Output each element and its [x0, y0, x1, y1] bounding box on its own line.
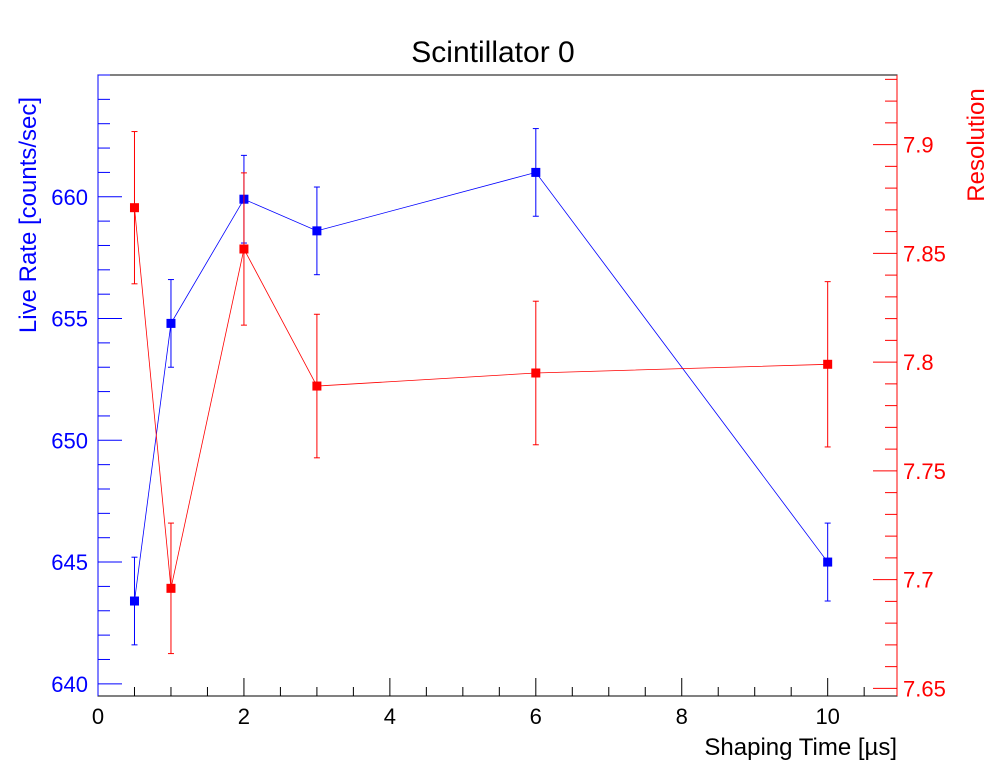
- data-point-left: [531, 167, 541, 177]
- series-line-right: [134, 207, 828, 589]
- data-point-left: [129, 596, 139, 606]
- y-left-axis-label: Live Rate [counts/sec]: [15, 97, 42, 333]
- plot-frame: [97, 74, 898, 697]
- y-left-tick-label: 640: [51, 672, 88, 697]
- y-right-tick-label: 7.85: [903, 241, 946, 266]
- data-point-right: [166, 583, 176, 593]
- y-left-tick-label: 650: [51, 428, 88, 453]
- data-point-right: [823, 359, 833, 369]
- x-tick-label: 8: [676, 704, 688, 729]
- data-point-right: [531, 368, 541, 378]
- x-tick-label: 2: [238, 704, 250, 729]
- y-right-axis-label: Resolution: [963, 88, 990, 201]
- axes-layer: 0 2 4 6 8 10 640 645 650 655 660 7.65 7.7 7.75 7.8 7.85…: [51, 74, 946, 729]
- x-tick-label: 0: [92, 704, 104, 729]
- y-right-tick-label: 7.65: [903, 676, 946, 701]
- data-point-left: [823, 557, 833, 567]
- data-point-right: [239, 244, 249, 254]
- x-tick-label: 6: [530, 704, 542, 729]
- y-right-tick-label: 7.8: [903, 350, 934, 375]
- y-left-tick-label: 645: [51, 550, 88, 575]
- y-left-tick-label: 660: [51, 185, 88, 210]
- data-point-left: [312, 226, 322, 236]
- y-right-tick-label: 7.9: [903, 133, 934, 158]
- series-line-left: [134, 171, 829, 602]
- x-axis-label: Shaping Time [µs]: [704, 734, 897, 761]
- y-left-tick-label: 655: [51, 307, 88, 332]
- y-right-tick-label: 7.7: [903, 568, 934, 593]
- data-point-left: [166, 318, 176, 328]
- chart-title: Scintillator 0: [411, 36, 574, 69]
- data-point-right: [129, 203, 139, 213]
- data-point-right: [312, 381, 322, 391]
- series-layer: [129, 128, 833, 655]
- y-right-tick-label: 7.75: [903, 459, 946, 484]
- x-tick-label: 10: [815, 704, 839, 729]
- x-tick-label: 4: [384, 704, 396, 729]
